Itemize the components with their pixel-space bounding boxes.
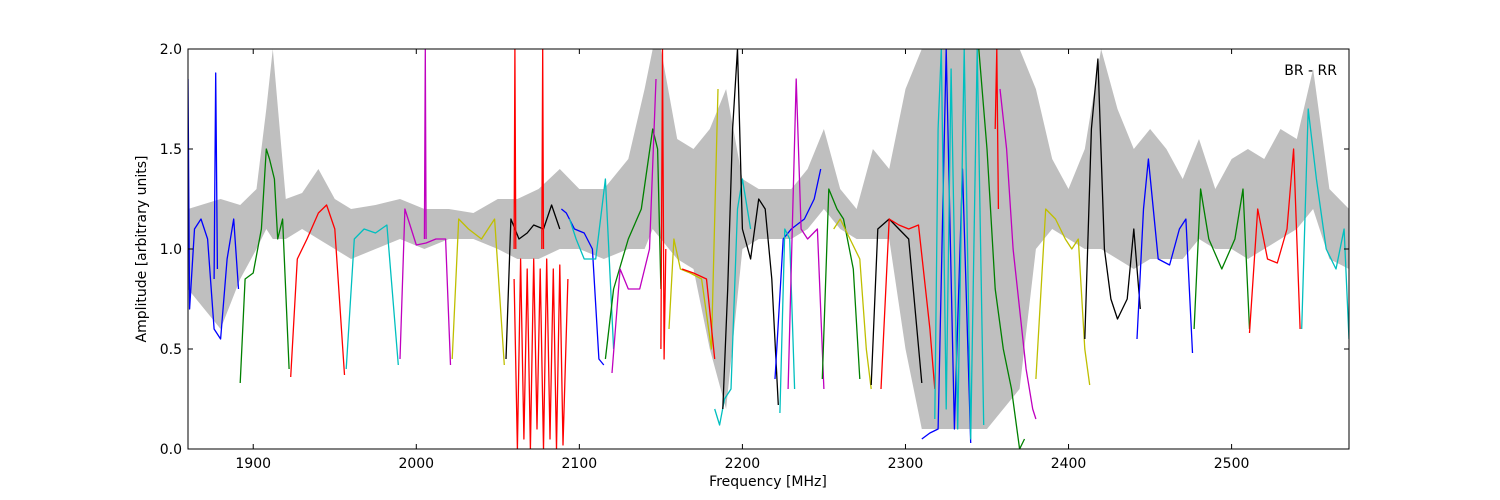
series-line-28: [880, 218, 936, 390]
series-line-16: [611, 78, 657, 374]
series-line-18: [668, 88, 719, 350]
series-line-23: [779, 228, 796, 414]
series-line-24: [787, 78, 825, 390]
series-line-6: [399, 208, 452, 366]
series-line-25: [821, 188, 861, 380]
series-line-38: [1248, 148, 1301, 334]
series-line-13: [560, 208, 605, 366]
series-line-32: [999, 88, 1037, 420]
series-line-27: [870, 218, 923, 386]
x-tick-label: 1900: [235, 456, 271, 472]
series-line-30: [934, 49, 985, 440]
series-line-35: [1084, 58, 1141, 340]
series-line-10: [513, 258, 569, 449]
series-line-3: [239, 148, 290, 384]
series-line-17: [660, 49, 667, 360]
series-line-5: [345, 224, 399, 370]
series-line-12: [541, 49, 545, 250]
y-tick-label: 2.0: [160, 42, 182, 58]
y-tick-label: 1.0: [160, 242, 182, 258]
x-axis-label: Frequency [MHz]: [709, 474, 827, 490]
series-line-2: [213, 72, 219, 280]
series-line-15: [604, 128, 662, 360]
series-line-1: [188, 78, 240, 340]
series-line-9: [505, 204, 561, 360]
series-line-34: [1035, 208, 1091, 386]
y-axis-label: Amplitude [arbitrary units]: [134, 156, 150, 343]
series-line-20: [714, 178, 752, 426]
series-line-31: [978, 49, 1026, 449]
series-line-37: [1193, 188, 1251, 330]
series-line-7: [423, 49, 427, 240]
chart-annotation: BR - RR: [1284, 63, 1337, 79]
series-line-22: [774, 168, 822, 380]
series-line-14: [568, 178, 615, 350]
x-tick-label: 2300: [888, 456, 924, 472]
plot-content: [188, 49, 1349, 449]
series-line-33: [994, 49, 1000, 210]
x-tick-label: 2400: [1051, 456, 1087, 472]
series-line-8: [451, 218, 505, 366]
y-tick-label: 0.0: [160, 442, 182, 458]
x-tick-label: 2500: [1214, 456, 1250, 472]
y-tick-label: 0.5: [160, 342, 182, 358]
series-line-19: [681, 268, 716, 360]
x-tick-label: 2000: [398, 456, 434, 472]
x-tick-label: 2100: [562, 456, 598, 472]
x-tick-label: 2200: [725, 456, 761, 472]
axis-ticks: 1900 2000 2100 2200 2300 2400 2500 0.0 0.5 1.0 1.5…: [160, 42, 1349, 472]
series-line-26: [833, 218, 872, 390]
series-line-11: [513, 49, 517, 250]
series-line-39: [1301, 108, 1349, 340]
series-line-4: [290, 204, 346, 378]
series-line-36: [1136, 158, 1194, 354]
y-tick-label: 1.5: [160, 142, 182, 158]
series-line-21: [722, 49, 779, 410]
